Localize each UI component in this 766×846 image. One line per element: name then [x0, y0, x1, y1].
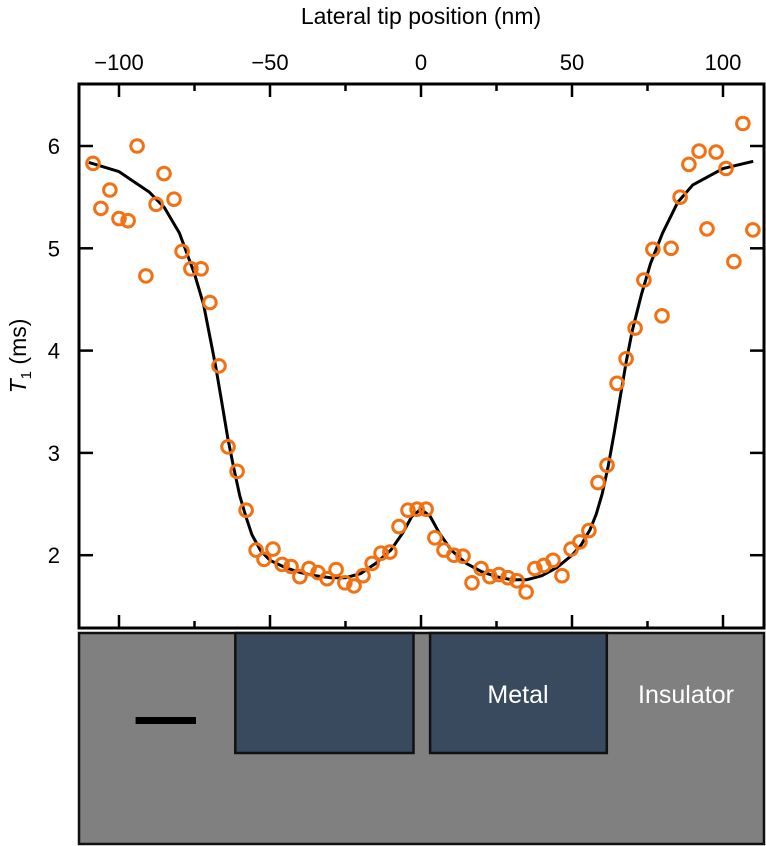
data-point: [482, 568, 498, 585]
y-tick-label: 4: [48, 339, 60, 364]
metal-block-right: [428, 631, 609, 755]
insulator-label: Insulator: [638, 681, 734, 709]
metal-label: Metal: [487, 681, 548, 709]
data-point: [120, 212, 136, 229]
data-point: [708, 144, 724, 160]
data-point: [111, 210, 127, 227]
y-tick-labels: 2 3 4 5 6: [48, 134, 60, 568]
x-tick-label: 50: [560, 50, 584, 75]
data-point: [265, 541, 281, 557]
data-point: [93, 200, 109, 217]
data-point: [581, 522, 597, 539]
data-point: [193, 261, 209, 277]
data-point: [148, 196, 164, 213]
data-point: [554, 567, 570, 584]
data-point: [427, 530, 443, 546]
x-tick-label: 100: [705, 50, 742, 75]
data-point: [473, 560, 489, 577]
data-point: [745, 222, 761, 238]
data-point: [455, 548, 471, 565]
data-markers: [85, 115, 761, 600]
data-point: [718, 160, 734, 177]
data-point: [663, 240, 679, 257]
data-point: [292, 568, 308, 585]
data-point: [636, 272, 652, 288]
y-tick-label: 6: [48, 134, 60, 159]
x-tick-labels: −100 −50 0 50 100: [94, 50, 741, 75]
data-point: [373, 545, 389, 562]
data-point: [645, 241, 661, 258]
data-point: [590, 474, 606, 491]
data-point: [500, 569, 516, 586]
y-axis-subscript: 1: [18, 371, 35, 379]
y-ticks: [79, 144, 764, 557]
data-point: [391, 518, 407, 535]
data-point: [681, 156, 697, 173]
metal-block-left: [234, 631, 415, 755]
x-axis-title: Lateral tip position (nm): [301, 3, 541, 29]
data-point: [238, 502, 254, 519]
data-point: [129, 138, 145, 154]
data-point: [346, 578, 362, 594]
data-point: [618, 351, 634, 367]
data-point: [85, 155, 101, 172]
device-schematic: Metal Insulator: [77, 631, 766, 846]
x-ticks: [117, 84, 725, 628]
data-point: [609, 375, 625, 392]
data-point: [355, 567, 371, 584]
x-tick-label: −100: [94, 50, 144, 75]
plot-area: [77, 82, 766, 630]
data-point: [491, 566, 507, 583]
data-point: [102, 182, 118, 198]
data-point: [400, 502, 416, 519]
data-point: [654, 308, 670, 324]
data-point: [364, 555, 380, 572]
data-point: [328, 561, 344, 578]
data-point: [229, 463, 245, 480]
data-point: [166, 191, 182, 207]
data-point: [699, 221, 715, 237]
y-axis-unit: (ms): [5, 319, 31, 371]
data-point: [446, 547, 462, 564]
data-point: [256, 551, 272, 568]
data-point: [248, 542, 264, 558]
data-point: [418, 501, 434, 518]
data-point: [220, 439, 236, 455]
y-axis-symbol: T: [5, 377, 31, 393]
data-point: [319, 570, 335, 587]
data-point: [382, 544, 398, 560]
data-point: [572, 534, 588, 550]
data-point: [527, 560, 543, 577]
y-tick-label: 5: [48, 236, 60, 261]
y-tick-label: 2: [48, 543, 60, 568]
data-point: [337, 575, 353, 591]
data-point: [518, 584, 534, 600]
data-point: [156, 165, 172, 182]
data-point: [509, 573, 525, 589]
data-point: [545, 552, 561, 569]
plot-frame: [77, 82, 766, 630]
data-point: [138, 268, 154, 284]
data-point: [599, 457, 615, 474]
x-tick-label: 0: [415, 50, 427, 75]
data-point: [672, 189, 688, 205]
data-point: [464, 575, 480, 591]
data-point: [274, 556, 290, 573]
data-point: [409, 501, 425, 518]
data-point: [183, 261, 199, 277]
data-point: [627, 320, 643, 336]
data-point: [211, 358, 227, 374]
scale-bar: [135, 717, 196, 724]
data-point: [726, 253, 742, 270]
data-point: [174, 243, 190, 260]
insulator-substrate: [77, 631, 766, 846]
data-point: [735, 115, 751, 132]
y-axis-title: T1 (ms): [5, 319, 35, 394]
data-point: [202, 294, 218, 311]
data-point: [283, 558, 299, 575]
y-tick-label: 3: [48, 441, 60, 466]
data-point: [691, 143, 707, 159]
x-tick-label: −50: [251, 50, 288, 75]
